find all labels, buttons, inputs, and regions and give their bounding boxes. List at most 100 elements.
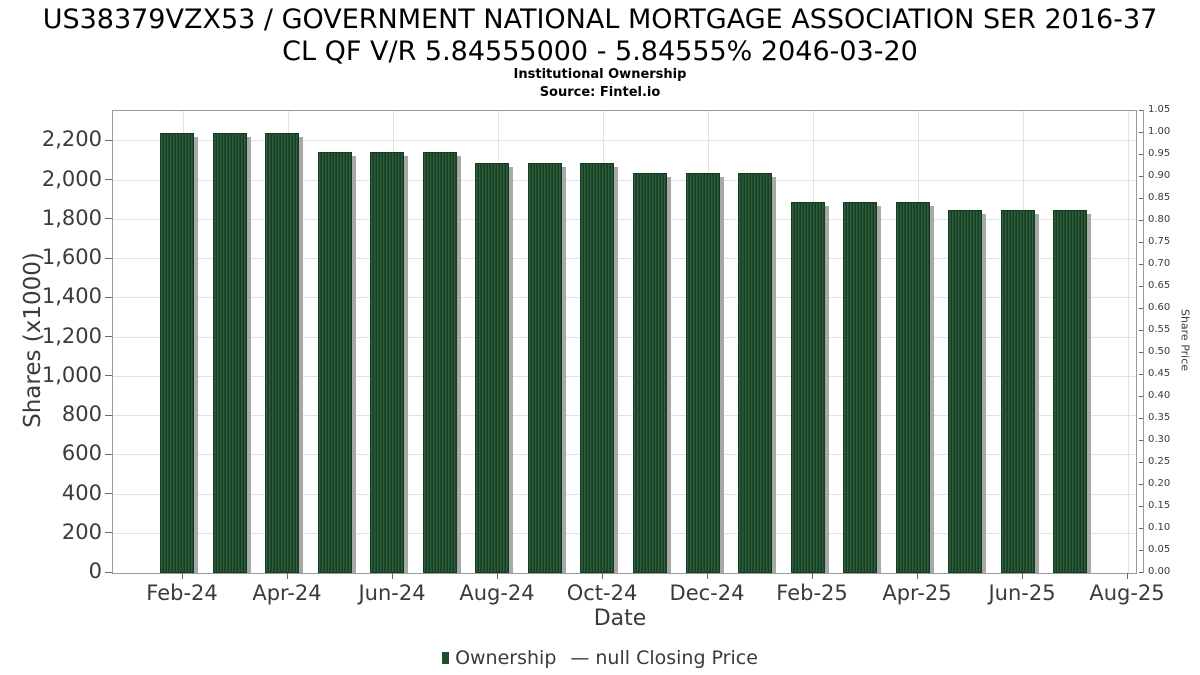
x-tick-label: Feb-24 bbox=[146, 581, 218, 605]
secondary-y-tick-mark bbox=[1139, 483, 1143, 485]
secondary-y-tick-label: 0.35 bbox=[1148, 412, 1171, 423]
x-tick-label: Oct-24 bbox=[566, 581, 638, 605]
secondary-y-tick-label: 0.45 bbox=[1148, 368, 1171, 379]
secondary-y-tick-label: 0.90 bbox=[1148, 170, 1171, 181]
y-tick-label: 600 bbox=[61, 441, 102, 466]
x-tick-mark bbox=[1022, 573, 1023, 579]
h-gridline bbox=[113, 493, 1136, 495]
bar-Aug-24 bbox=[475, 163, 510, 573]
y-tick-mark bbox=[105, 453, 112, 455]
bar-Oct-24 bbox=[580, 163, 615, 573]
chart-title-line2: CL QF V/R 5.84555000 - 5.84555% 2046-03-… bbox=[282, 36, 918, 67]
x-tick-mark bbox=[392, 573, 393, 579]
chart-legend: Ownership — null Closing Price bbox=[0, 645, 1200, 671]
secondary-y-tick-mark bbox=[1139, 307, 1143, 309]
x-tick-mark bbox=[602, 573, 603, 579]
secondary-y-tick-label: 0.65 bbox=[1148, 280, 1171, 291]
secondary-y-tick-mark bbox=[1139, 153, 1143, 155]
secondary-y-tick-mark bbox=[1139, 131, 1143, 133]
h-gridline bbox=[113, 375, 1136, 377]
h-gridline bbox=[113, 179, 1136, 181]
y-tick-label: 1,800 bbox=[41, 205, 102, 230]
x-axis-title: Date bbox=[593, 606, 647, 631]
legend-ownership-label: Ownership bbox=[455, 647, 557, 669]
y-tick-label: 1,400 bbox=[41, 284, 102, 309]
secondary-y-tick-mark bbox=[1139, 241, 1143, 243]
y-tick-mark bbox=[105, 493, 112, 495]
y-tick-mark bbox=[105, 179, 112, 181]
x-tick-label: Jun-25 bbox=[988, 581, 1056, 605]
x-tick-mark bbox=[497, 573, 498, 579]
x-tick-mark bbox=[917, 573, 918, 579]
secondary-y-axis-title: Share Price bbox=[1178, 308, 1192, 372]
secondary-y-tick-label: 0.10 bbox=[1148, 522, 1171, 533]
bar-May-25 bbox=[948, 210, 983, 573]
y-tick-label: 200 bbox=[61, 519, 102, 544]
secondary-y-tick-label: 0.40 bbox=[1148, 390, 1171, 401]
secondary-y-tick-label: 0.15 bbox=[1148, 500, 1171, 511]
bar-Jul-24 bbox=[422, 152, 457, 573]
y-tick-mark bbox=[105, 336, 112, 338]
bar-Apr-24 bbox=[265, 132, 300, 573]
x-tick-mark bbox=[182, 573, 183, 579]
x-tick-label: Aug-25 bbox=[1089, 581, 1165, 605]
y-tick-mark bbox=[105, 257, 112, 259]
secondary-y-tick-label: 0.80 bbox=[1148, 214, 1171, 225]
h-gridline bbox=[113, 532, 1136, 534]
secondary-y-tick-mark bbox=[1139, 351, 1143, 353]
bar-Nov-24 bbox=[632, 172, 667, 573]
y-tick-label: 2,200 bbox=[41, 127, 102, 152]
plot-area bbox=[112, 110, 1137, 574]
secondary-y-tick-label: 0.05 bbox=[1148, 544, 1171, 555]
y-tick-mark bbox=[105, 571, 112, 573]
x-tick-label: Dec-24 bbox=[669, 581, 745, 605]
secondary-y-tick-label: 0.50 bbox=[1148, 346, 1171, 357]
y-tick-label: 1,000 bbox=[41, 362, 102, 387]
h-gridline bbox=[113, 336, 1136, 338]
bar-Mar-25 bbox=[843, 202, 878, 573]
x-tick-label: Aug-24 bbox=[459, 581, 535, 605]
bar-Dec-24 bbox=[685, 172, 720, 573]
bar-Jun-24 bbox=[370, 152, 405, 573]
x-tick-mark bbox=[1127, 573, 1128, 579]
bar-Apr-25 bbox=[895, 202, 930, 573]
secondary-y-tick-mark bbox=[1139, 439, 1143, 441]
secondary-y-tick-label: 0.70 bbox=[1148, 258, 1171, 269]
secondary-y-tick-mark bbox=[1139, 175, 1143, 177]
secondary-y-tick-label: 0.00 bbox=[1148, 566, 1171, 577]
y-tick-label: 800 bbox=[61, 402, 102, 427]
secondary-y-tick-label: 0.30 bbox=[1148, 434, 1171, 445]
secondary-y-tick-mark bbox=[1139, 219, 1143, 221]
secondary-y-tick-label: 0.95 bbox=[1148, 148, 1171, 159]
y-tick-mark bbox=[105, 532, 112, 534]
bar-Jun-25 bbox=[1000, 210, 1035, 573]
ownership-legend-swatch-icon bbox=[442, 652, 450, 664]
h-gridline bbox=[113, 297, 1136, 299]
secondary-y-tick-label: 1.00 bbox=[1148, 126, 1171, 137]
secondary-y-tick-label: 0.25 bbox=[1148, 456, 1171, 467]
secondary-y-tick-mark bbox=[1139, 263, 1143, 265]
h-gridline bbox=[113, 140, 1136, 142]
secondary-y-tick-label: 0.60 bbox=[1148, 302, 1171, 313]
secondary-y-tick-label: 1.05 bbox=[1148, 104, 1171, 115]
secondary-y-tick-mark bbox=[1139, 329, 1143, 331]
secondary-y-tick-label: 0.20 bbox=[1148, 478, 1171, 489]
bar-Sep-24 bbox=[527, 163, 562, 573]
secondary-y-tick-mark bbox=[1139, 505, 1143, 507]
secondary-y-tick-mark bbox=[1139, 109, 1143, 111]
y-tick-mark bbox=[105, 218, 112, 220]
x-tick-mark bbox=[287, 573, 288, 579]
legend-price-label: null Closing Price bbox=[595, 647, 758, 669]
secondary-y-tick-mark bbox=[1139, 549, 1143, 551]
x-tick-mark bbox=[812, 573, 813, 579]
secondary-y-tick-mark bbox=[1139, 373, 1143, 375]
bar-Jul-25 bbox=[1053, 210, 1088, 573]
secondary-y-tick-label: 0.75 bbox=[1148, 236, 1171, 247]
chart-subtitle: Institutional Ownership bbox=[513, 67, 687, 82]
h-gridline bbox=[113, 415, 1136, 417]
v-gridline bbox=[1128, 111, 1129, 573]
h-gridline bbox=[113, 258, 1136, 260]
y-tick-mark bbox=[105, 375, 112, 377]
chart-title-line1: US38379VZX53 / GOVERNMENT NATIONAL MORTG… bbox=[42, 4, 1158, 35]
